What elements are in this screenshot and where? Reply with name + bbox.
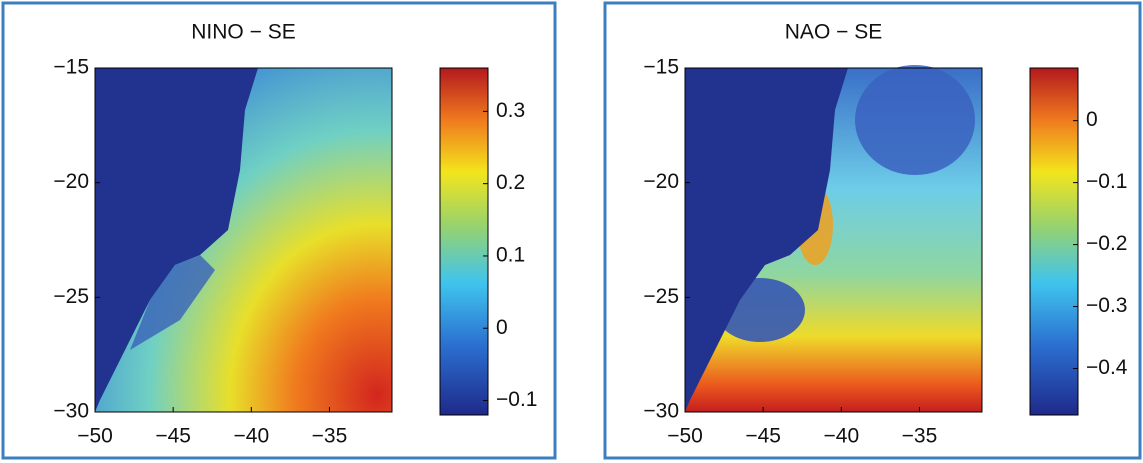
colorbar-tick-label: −0.4 [1086, 356, 1128, 379]
x-tick-label: −50 [667, 425, 703, 448]
chart-title: NINO − SE [191, 21, 295, 44]
x-tick-label: −45 [155, 425, 191, 448]
y-tick-label: −30 [53, 400, 89, 423]
colorbar-tick-label: 0 [1086, 108, 1098, 131]
x-tick-label: −35 [312, 425, 348, 448]
x-tick-label: −35 [902, 425, 938, 448]
map-left [95, 68, 392, 412]
colorbar-tick-label: −0.1 [1086, 170, 1127, 193]
x-tick-label: −40 [234, 425, 270, 448]
y-tick-label: −20 [53, 170, 89, 193]
y-tick-label: −25 [643, 285, 679, 308]
axes-frame [684, 67, 983, 413]
colorbar [1030, 68, 1078, 415]
y-tick-label: −15 [643, 56, 679, 79]
y-tick-label: −25 [53, 285, 89, 308]
colorbar-tick-label: 0.2 [496, 171, 525, 194]
axes-frame [94, 67, 393, 413]
colorbar-frame [1029, 67, 1079, 416]
x-tick-label: −50 [77, 425, 113, 448]
colorbar-tick-label: 0 [496, 316, 508, 339]
y-tick-label: −15 [53, 56, 89, 79]
y-tick-label: −20 [643, 170, 679, 193]
colorbar-tick-label: 0.1 [496, 244, 525, 267]
x-tick-label: −45 [745, 425, 781, 448]
chart-title: NAO − SE [785, 21, 882, 44]
colorbar-tick-label: −0.2 [1086, 232, 1127, 255]
y-tick-label: −30 [643, 400, 679, 423]
colorbar [440, 68, 488, 415]
colorbar-tick-label: 0.3 [496, 99, 525, 122]
colorbar-frame [439, 67, 489, 416]
x-tick-label: −40 [824, 425, 860, 448]
colorbar-tick-label: −0.3 [1086, 294, 1127, 317]
colorbar-tick-label: −0.1 [496, 388, 537, 411]
map-right [685, 65, 982, 412]
